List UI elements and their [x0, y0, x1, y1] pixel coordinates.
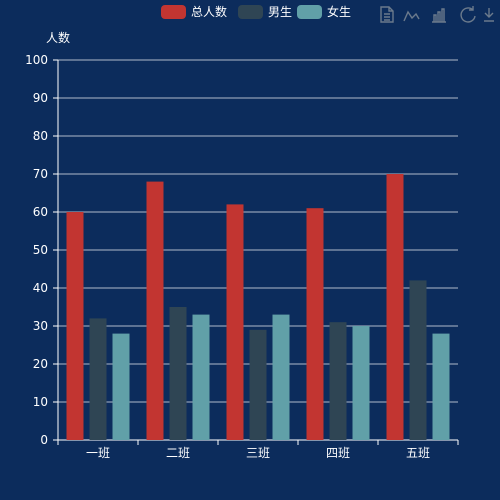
y-tick-label: 90	[33, 91, 48, 105]
bar[interactable]	[432, 333, 450, 440]
y-axis: 0 10 20 30 40 50 60 70 80 90 100	[25, 53, 59, 447]
legend-item[interactable]: 女生	[297, 4, 351, 19]
x-tick-label: 五班	[406, 446, 430, 460]
legend-label[interactable]: 总人数	[191, 4, 227, 19]
x-axis: 一班 二班 三班 四班 五班	[57, 439, 459, 460]
y-axis-label: 人数	[46, 30, 70, 45]
line-chart-icon[interactable]	[403, 10, 420, 22]
bar[interactable]	[409, 280, 427, 440]
bar[interactable]	[226, 204, 244, 440]
bar[interactable]	[66, 212, 84, 440]
legend-item[interactable]: 总人数	[161, 4, 227, 19]
bar[interactable]	[329, 322, 347, 440]
legend-label[interactable]: 女生	[327, 4, 351, 19]
legend-swatch[interactable]	[161, 5, 186, 19]
save-image-icon-shape	[484, 8, 494, 22]
x-tick-label: 三班	[246, 446, 270, 460]
bar[interactable]	[249, 329, 267, 440]
y-tick-label: 20	[33, 357, 48, 371]
x-tick-label: 一班	[86, 446, 110, 460]
bar[interactable]	[192, 314, 210, 440]
legend-swatch[interactable]	[297, 5, 322, 19]
bar[interactable]	[272, 314, 290, 440]
y-tick-label: 50	[33, 243, 48, 257]
bar[interactable]	[169, 307, 187, 440]
save-image-icon[interactable]	[484, 8, 494, 22]
legend-item[interactable]: 男生	[238, 5, 292, 19]
y-tick-label: 40	[33, 281, 48, 295]
bar[interactable]	[306, 208, 324, 440]
y-tick-label: 100	[25, 53, 48, 67]
legend-label[interactable]: 男生	[268, 5, 292, 19]
y-tick-label: 10	[33, 395, 48, 409]
bar[interactable]	[89, 318, 107, 440]
restore-icon[interactable]	[460, 6, 476, 23]
line-chart-icon-shape	[403, 10, 420, 22]
bar[interactable]	[386, 174, 404, 440]
y-tick-label: 0	[40, 433, 48, 447]
legend-swatch[interactable]	[238, 5, 263, 19]
y-tick-label: 60	[33, 205, 48, 219]
restore-icon-shape	[460, 6, 476, 23]
bars[interactable]	[66, 174, 450, 440]
data-view-icon[interactable]	[380, 6, 394, 23]
bar[interactable]	[146, 181, 164, 440]
bar[interactable]	[352, 326, 370, 440]
x-tick-label: 四班	[326, 446, 350, 460]
legend[interactable]: 总人数 男生 女生	[161, 4, 351, 19]
toolbox[interactable]	[380, 6, 494, 23]
bar[interactable]	[112, 333, 130, 440]
data-view-icon-shape	[380, 6, 394, 23]
x-tick-label: 二班	[166, 446, 190, 460]
bar-chart-icon-shape	[432, 8, 446, 23]
bar-chart-icon[interactable]	[432, 8, 446, 23]
y-tick-label: 30	[33, 319, 48, 333]
y-tick-label: 70	[33, 167, 48, 181]
y-tick-label: 80	[33, 129, 48, 143]
